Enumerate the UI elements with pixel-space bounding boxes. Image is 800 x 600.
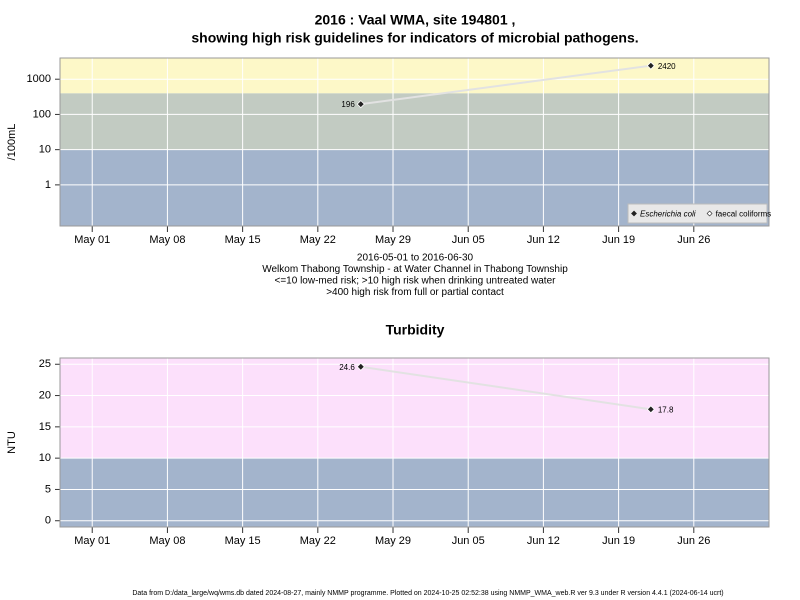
x-tick-label: Jun 19 — [602, 535, 635, 547]
caption: <=10 low-med risk; >10 high risk when dr… — [275, 276, 557, 287]
y-axis-label: NTU — [6, 431, 18, 454]
x-tick-label: Jun 26 — [677, 234, 710, 246]
footer: Data from D:/data_large/wq/wms.db dated … — [132, 590, 723, 597]
legend-marker — [706, 210, 713, 217]
data-label: 196 — [341, 100, 355, 109]
y-tick-label: 10 — [39, 144, 51, 156]
y-tick-label: 25 — [39, 358, 51, 370]
risk-band — [60, 458, 769, 527]
data-label: 24.6 — [339, 363, 355, 372]
x-tick-label: Jun 05 — [452, 234, 485, 246]
x-tick-label: May 01 — [74, 234, 110, 246]
caption: 2016-05-01 to 2016-06-30 — [357, 253, 474, 264]
data-label: 17.8 — [658, 405, 674, 414]
y-tick-label: 15 — [39, 421, 51, 433]
y-tick-label: 10 — [39, 452, 51, 464]
data-point — [356, 362, 365, 371]
y-tick-label: 5 — [45, 483, 51, 495]
x-tick-label: May 08 — [149, 234, 185, 246]
plot-frame — [59, 357, 770, 528]
y-tick-label: 100 — [33, 108, 51, 120]
x-tick-label: May 22 — [300, 535, 336, 547]
y-tick-label: 20 — [39, 389, 51, 401]
x-tick-label: Jun 26 — [677, 535, 710, 547]
legend-label: faecal coliforms — [716, 210, 772, 219]
series-line — [360, 64, 651, 106]
data-label: 2420 — [658, 62, 676, 71]
caption: >400 high risk from full or partial cont… — [326, 287, 504, 298]
data-point — [646, 61, 655, 70]
y-tick-label: 1 — [45, 179, 51, 191]
plot-frame — [59, 57, 770, 227]
legend-marker — [631, 210, 637, 217]
x-tick-label: May 29 — [375, 234, 411, 246]
x-tick-label: May 01 — [74, 535, 110, 547]
legend-label: Escherichia coli — [640, 210, 696, 219]
x-tick-label: Jun 12 — [527, 535, 560, 547]
caption: Welkom Thabong Township - at Water Chann… — [262, 264, 568, 275]
x-tick-label: Jun 12 — [527, 234, 560, 246]
x-tick-label: May 15 — [225, 234, 261, 246]
chart-subtitle: showing high risk guidelines for indicat… — [191, 30, 638, 46]
x-tick-label: Jun 19 — [602, 234, 635, 246]
series-line — [360, 365, 651, 411]
y-tick-label: 0 — [45, 515, 51, 527]
data-point — [646, 405, 655, 414]
y-tick-label: 1000 — [27, 73, 51, 85]
x-tick-label: May 29 — [375, 535, 411, 547]
chart-title: 2016 : Vaal WMA, site 194801 , — [315, 12, 516, 28]
y-axis-label: /100mL — [6, 124, 18, 161]
panel-title: Turbidity — [386, 322, 445, 338]
x-tick-label: May 22 — [300, 234, 336, 246]
x-tick-label: May 08 — [149, 535, 185, 547]
legend-box — [627, 203, 768, 224]
risk-band — [60, 93, 769, 150]
x-tick-label: May 15 — [225, 535, 261, 547]
data-point — [356, 100, 365, 109]
x-tick-label: Jun 05 — [452, 535, 485, 547]
